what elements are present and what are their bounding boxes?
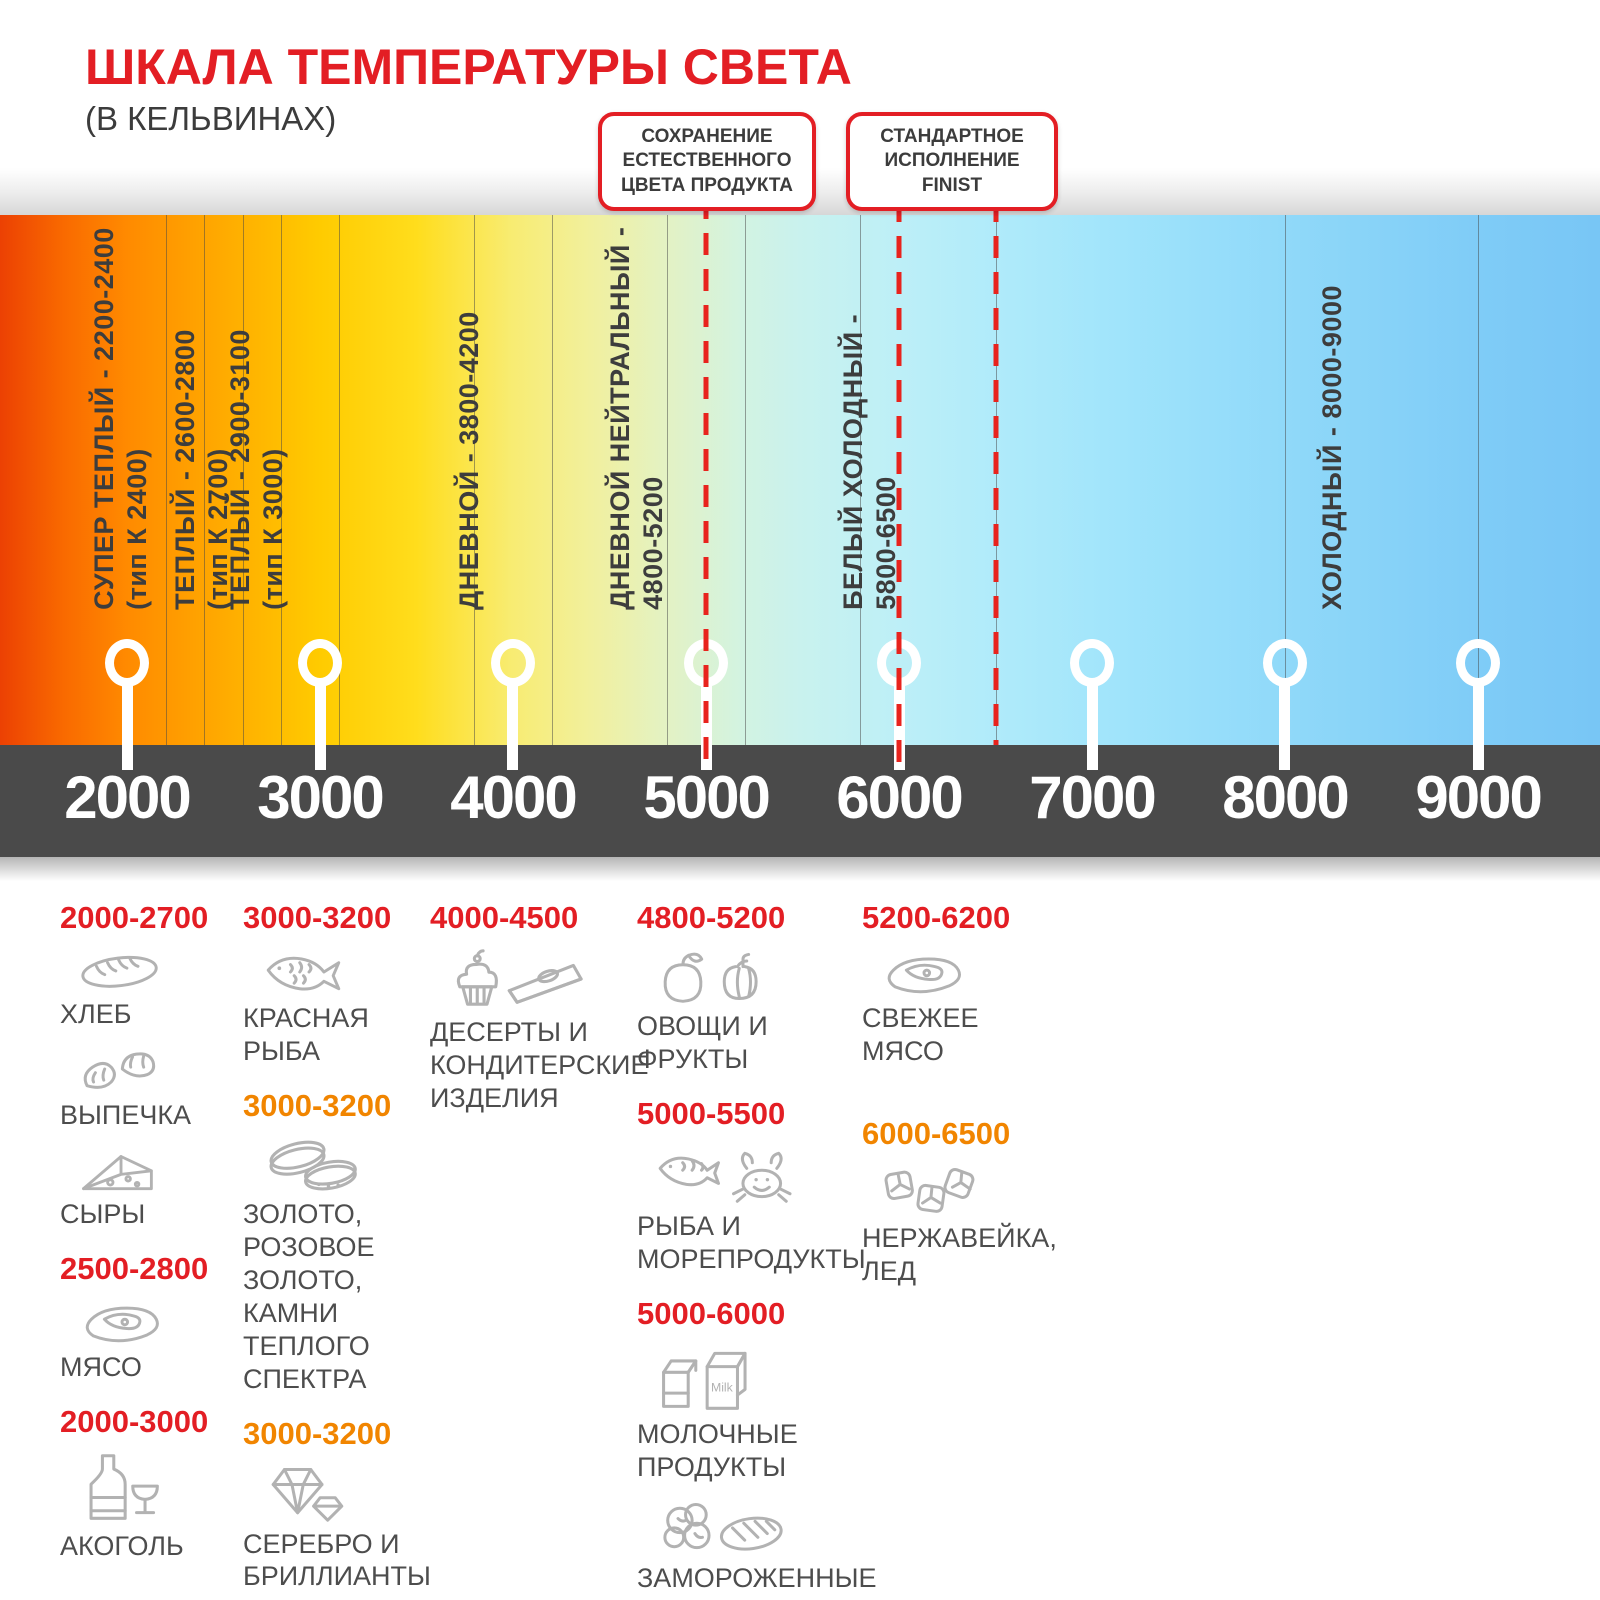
meat-icon: [74, 1297, 238, 1347]
zone-label-warm-3000: ТЕПЛЫЙ - 2900-3100 (тип К 3000): [224, 329, 288, 610]
gridline-3800: [474, 215, 476, 745]
ice-icon: [876, 1162, 1077, 1218]
desserts-icon: [444, 946, 645, 1012]
callout-natural-color: СОХРАНЕНИЕ ЕСТЕСТВЕННОГО ЦВЕТА ПРОДУКТА: [598, 112, 816, 211]
category-label: ОВОЩИ И ФРУКТЫ: [637, 1011, 768, 1074]
category-label: СВЕЖЕЕ МЯСО: [862, 1003, 979, 1066]
gridline-5200: [744, 215, 746, 745]
range-heading: 2000-2700: [60, 900, 209, 935]
gridline-2800: [281, 215, 283, 745]
range-heading: 4800-5200: [637, 900, 786, 935]
cheese-icon: [74, 1144, 238, 1194]
gridline-2600: [242, 215, 244, 745]
category-section: 2000-2700 ХЛЕБ: [0, 880, 1600, 1600]
range-heading: 5000-6000: [637, 1295, 786, 1331]
zone-label-daylight: ДНЕВНОЙ - 3800-4200: [454, 311, 485, 610]
page-title: ШКАЛА ТЕМПЕРАТУРЫ СВЕТА: [85, 39, 852, 95]
callout-finist-standard: СТАНДАРТНОЕ ИСПОЛНЕНИЕ FINIST: [846, 112, 1058, 211]
gridline-5800: [860, 215, 862, 745]
dairy-icon: Milk: [651, 1342, 869, 1414]
category-label: ДЕСЕРТЫ И КОНДИТЕРСКИЕ ИЗДЕЛИЯ: [430, 1017, 649, 1113]
fresh-meat-icon: [876, 946, 1077, 998]
gridline-4200: [551, 215, 553, 745]
tick-6000: 6000: [836, 764, 963, 831]
gridline-4800: [667, 215, 669, 745]
category-label: ХЛЕБ: [60, 999, 132, 1029]
scale-marker-7000: [1070, 639, 1114, 770]
range-heading: 5200-6200: [862, 900, 1011, 935]
tick-3000: 3000: [257, 764, 384, 831]
category-column-3: 4000-4500 ДЕСЕРТЫ И КОНДИТЕРСКИЕ ИЗДЕЛИ: [430, 900, 649, 1135]
gridline-3100: [339, 215, 341, 745]
gridline-8000: [1284, 215, 1286, 745]
range-heading: 3000-3200: [243, 1415, 392, 1451]
axis-shadow: [0, 857, 1600, 881]
category-label: АКОГОЛЬ: [60, 1530, 184, 1561]
tick-7000: 7000: [1029, 764, 1156, 831]
diamonds-icon: [257, 1462, 443, 1524]
range-heading: 4000-4500: [430, 900, 579, 935]
scale-marker-2000: [105, 639, 150, 770]
tick-8000: 8000: [1222, 764, 1349, 831]
scale-marker-9000: [1456, 639, 1501, 770]
category-label: НЕРЖАВЕЙКА, ЛЕД: [862, 1222, 1057, 1286]
tick-2000: 2000: [64, 764, 191, 831]
gridline-2400: [204, 215, 206, 745]
scale-marker-8000: [1262, 639, 1307, 770]
dashed-line-5000: [703, 197, 709, 770]
alcohol-icon: [74, 1450, 238, 1526]
range-heading: 2500-2800: [60, 1250, 209, 1286]
tick-5000: 5000: [643, 764, 770, 831]
category-column-1: 2000-2700 ХЛЕБ: [60, 900, 238, 1583]
page-subtitle: (В КЕЛЬВИНАХ): [85, 100, 337, 137]
tick-9000: 9000: [1415, 764, 1542, 831]
category-label: РЫБА И МОРЕПРОДУКТЫ: [637, 1210, 866, 1274]
category-label: ВЫПЕЧКА: [60, 1099, 192, 1130]
gridline-9000: [1478, 215, 1480, 745]
range-heading: 2000-3000: [60, 1403, 209, 1439]
red-fish-icon: [257, 946, 443, 998]
frozen-food-icon: [651, 1496, 869, 1558]
category-label: МЯСО: [60, 1351, 142, 1382]
temperature-gradient-bar: СУПЕР ТЕПЛЫЙ - 2200-2400 (тип К 2400) ТЕП…: [0, 197, 1600, 770]
croissant-icon: [74, 1043, 238, 1095]
range-heading: 3000-3200: [243, 1087, 392, 1123]
category-label: МОЛОЧНЫЕ ПРОДУКТЫ: [637, 1418, 798, 1482]
vegetables-icon: [651, 946, 869, 1006]
category-label: СЫРЫ: [60, 1198, 146, 1229]
zone-label-daylight-neutral: ДНЕВНОЙ НЕЙТРАЛЬНЫЙ -4800-5200: [605, 226, 669, 610]
dashed-line-6500: [993, 200, 999, 745]
range-heading: 3000-3200: [243, 900, 392, 935]
scale-marker-3000: [298, 639, 342, 770]
dashed-line-6000: [896, 200, 902, 770]
zone-label-super-warm: СУПЕР ТЕПЛЫЙ - 2200-2400 (тип К 2400): [88, 227, 152, 610]
zone-label-cold-white: БЕЛЫЙ ХОЛОДНЫЙ -5800-6500: [838, 314, 902, 610]
category-label: СЕРЕБРО И БРИЛЛИАНТЫ: [243, 1528, 431, 1592]
tick-4000: 4000: [450, 764, 577, 831]
category-column-2: 3000-3200 КРАСНАЯ РЫБА 3000-3200: [243, 900, 443, 1600]
range-heading: 5000-5500: [637, 1095, 786, 1131]
bread-icon: [74, 946, 238, 994]
svg-text:Milk: Milk: [711, 1380, 734, 1394]
range-heading: 6000-6500: [862, 1115, 1011, 1151]
kelvin-axis: 2000 3000 4000 5000 6000 7000 8000 9000: [0, 745, 1600, 857]
category-label: ЗАМОРОЖЕННЫЕ ПОЛУФАБРИКАТЫ: [637, 1562, 877, 1600]
category-column-4: 4800-5200 ОВОЩИ И ФРУКТЫ: [637, 900, 877, 1600]
gridline-2200: [165, 215, 167, 745]
category-column-5: 5200-6200 СВЕЖЕЕ МЯСО 6000-6500: [862, 900, 1077, 1308]
seafood-icon: [651, 1142, 869, 1206]
scale-marker-4000: [490, 639, 535, 770]
category-label: КРАСНАЯ РЫБА: [243, 1003, 369, 1066]
zone-label-cold: ХОЛОДНЫЙ - 8000-9000: [1316, 285, 1347, 610]
category-label: ЗОЛОТО, РОЗОВОЕ ЗОЛОТО, КАМНИ ТЕПЛОГО СП…: [243, 1198, 375, 1394]
gold-rings-icon: [257, 1134, 443, 1194]
